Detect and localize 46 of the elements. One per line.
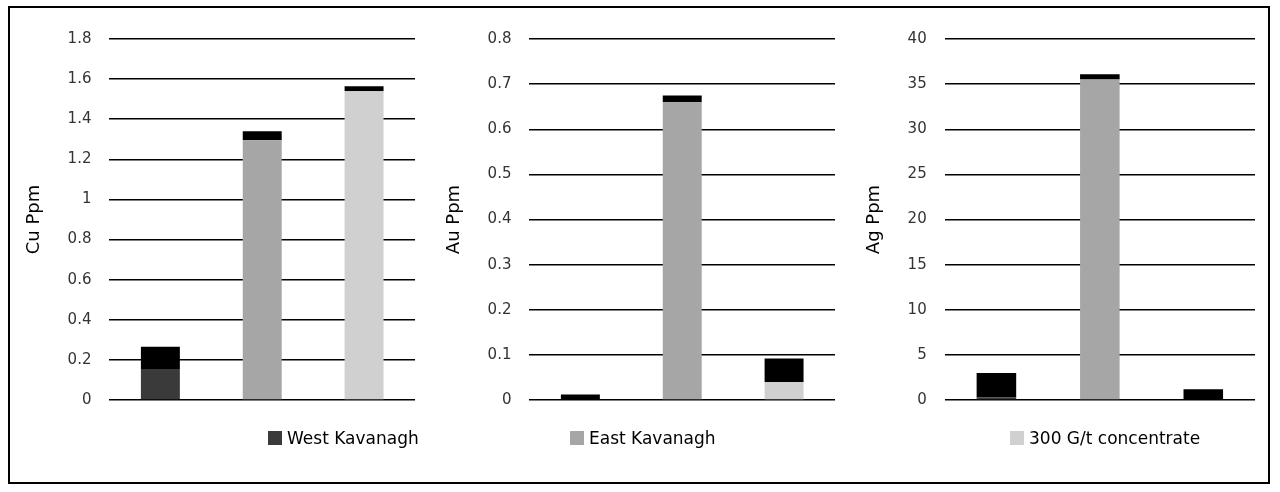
y-tick-label: 0.8: [487, 28, 512, 47]
y-tick-label: 0.7: [487, 74, 512, 93]
y-tick-label: 40: [907, 28, 927, 47]
y-tick-label: 0.2: [487, 299, 512, 318]
bar: [344, 91, 384, 400]
y-tick-label: 0.6: [487, 119, 512, 138]
y-tick-label: 30: [907, 119, 927, 138]
y-tick-label: 0: [81, 389, 92, 408]
y-tick-label: 1.4: [67, 109, 92, 128]
y-tick-label: 0.4: [487, 209, 512, 228]
y-tick-label: 0.1: [487, 344, 512, 363]
y-tick-label: 20: [907, 209, 927, 228]
y-axis-title: Cu Ppm: [22, 184, 44, 255]
bar: [344, 86, 384, 92]
y-tick-label: 15: [907, 254, 927, 273]
y-tick-label: 1: [81, 189, 92, 208]
y-tick-label: 1.8: [67, 28, 92, 47]
bar: [1080, 79, 1120, 400]
y-tick-label: 0: [917, 389, 927, 408]
y-tick-label: 1.6: [67, 69, 92, 87]
y-tick-label: 35: [907, 74, 927, 93]
y-tick-label: 10: [907, 299, 927, 318]
legend-label: East Kavanagh: [589, 428, 716, 448]
bar: [140, 368, 180, 400]
y-tick-label: 0.8: [67, 229, 92, 248]
bar: [1080, 74, 1120, 80]
bar: [662, 102, 702, 400]
y-tick-label: 5: [917, 344, 927, 363]
y-axis-title: Au Ppm: [442, 184, 464, 255]
y-tick-label: 0: [501, 389, 512, 408]
bar: [662, 95, 702, 103]
y-tick-label: 0.5: [487, 164, 512, 183]
y-tick-label: 1.2: [67, 149, 92, 168]
bar: [976, 372, 1017, 398]
bar: [764, 381, 804, 400]
y-tick-label: 0.3: [487, 254, 512, 273]
legend-label: West Kavanagh: [287, 428, 419, 448]
y-tick-label: 25: [907, 164, 927, 183]
y-tick-label: 0.6: [67, 269, 92, 288]
y-tick-label: 0.4: [67, 309, 92, 328]
bar: [242, 140, 282, 400]
y-tick-label: 0.2: [67, 349, 92, 368]
y-axis-title: Ag Ppm: [862, 184, 884, 255]
bar: [242, 131, 282, 141]
bar: [764, 358, 804, 382]
legend-label: 300 G/t concentrate: [1029, 428, 1201, 448]
